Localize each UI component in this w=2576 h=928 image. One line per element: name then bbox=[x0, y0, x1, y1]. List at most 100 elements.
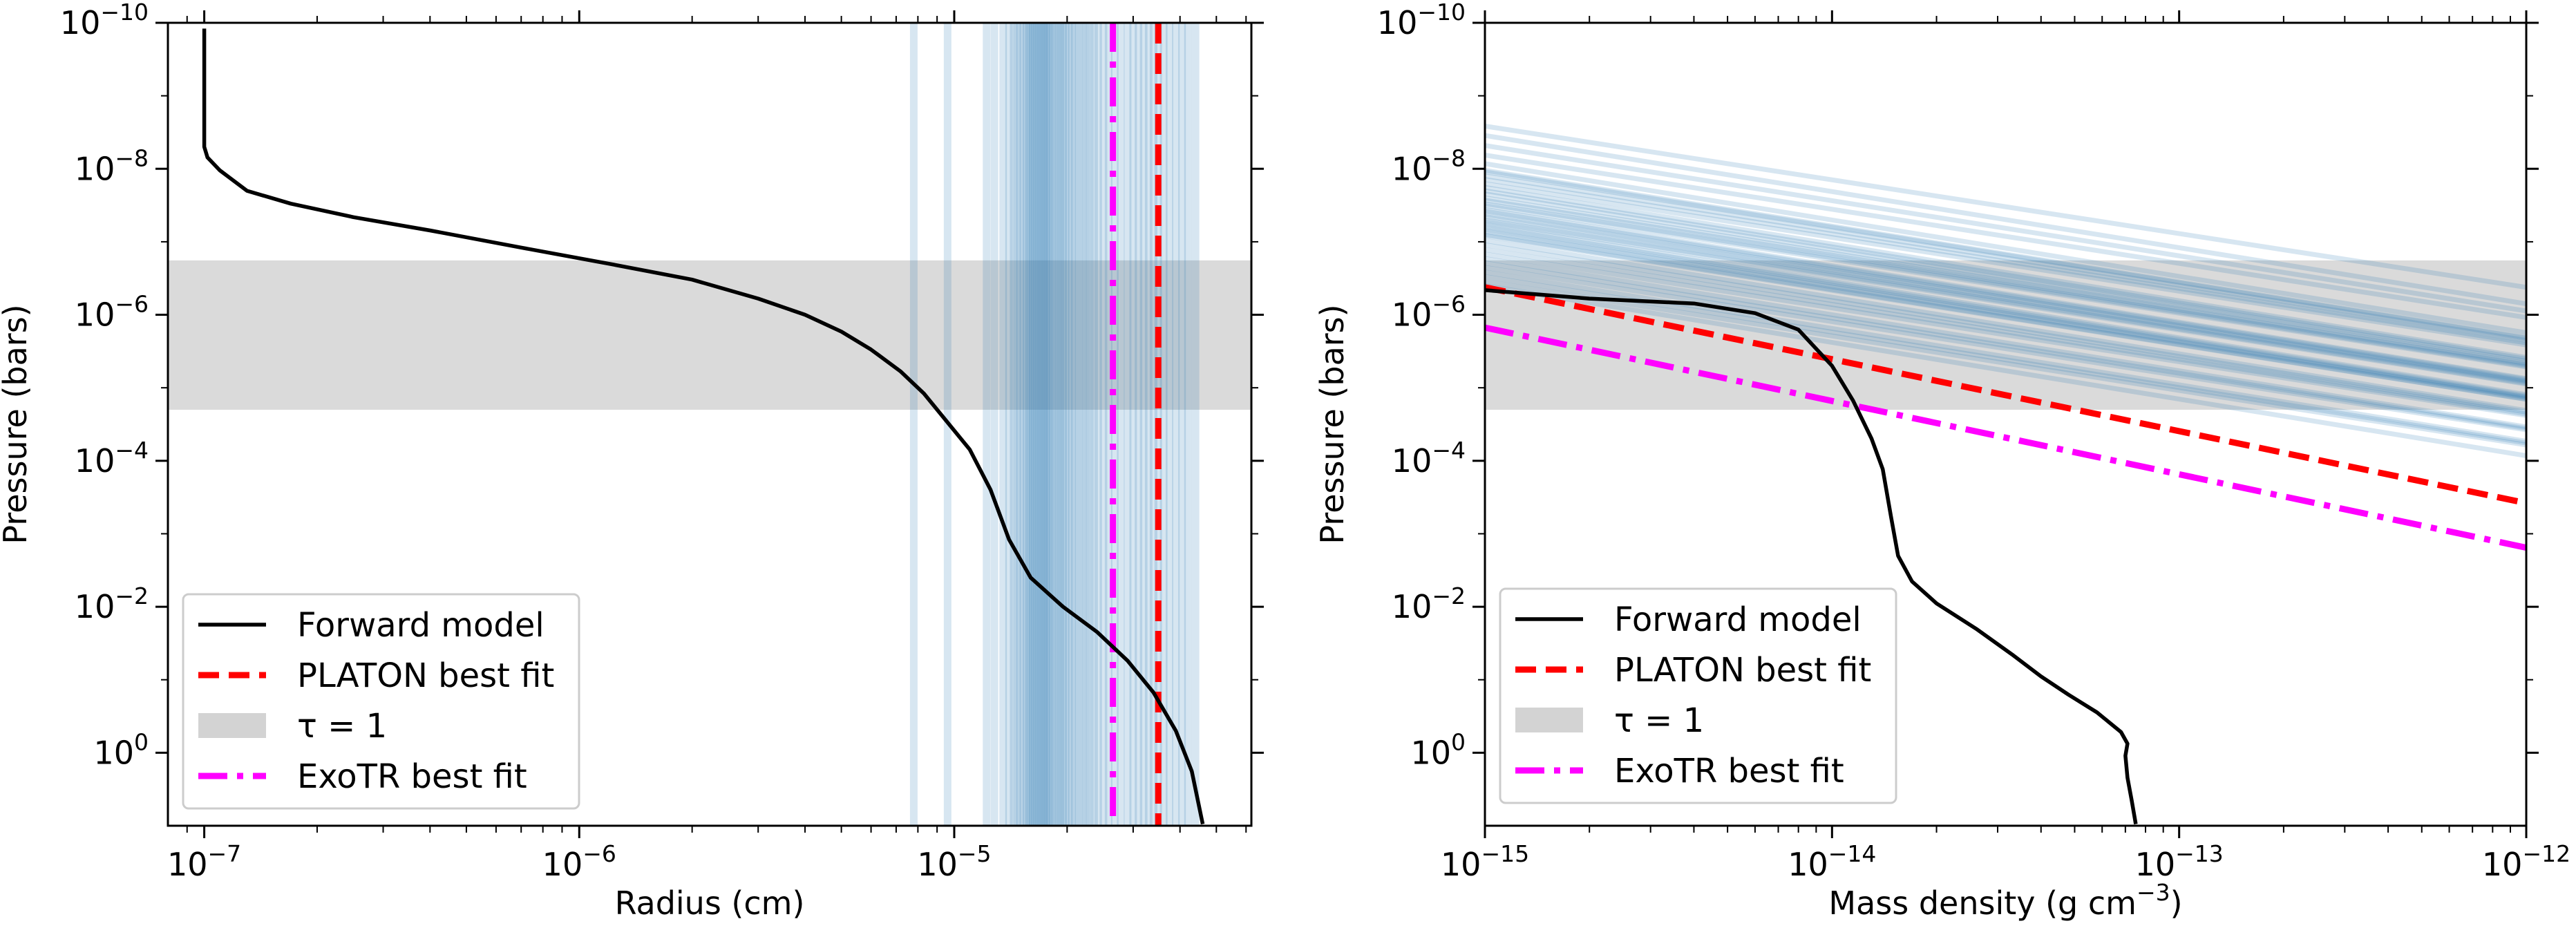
posterior-sample-line bbox=[1485, 261, 2526, 431]
posterior-sample-line bbox=[1485, 217, 2526, 386]
y-tick-label: 10−6 bbox=[75, 291, 149, 334]
posterior-sample-line bbox=[1485, 229, 2526, 401]
posterior-sample-line bbox=[1485, 238, 2526, 413]
legend-label-tau: τ = 1 bbox=[1614, 701, 1704, 740]
posterior-sample-line bbox=[1485, 247, 2526, 417]
posterior-sample-line bbox=[1485, 177, 2526, 345]
posterior-sample-line bbox=[1485, 168, 2526, 341]
posterior-sample-line bbox=[1485, 181, 2526, 348]
posterior-sample-line bbox=[1485, 242, 2526, 415]
posterior-sample-line bbox=[1485, 198, 2526, 368]
y-tick-label: 10−10 bbox=[1377, 0, 1466, 41]
y-tick-base: 10 bbox=[1410, 734, 1451, 771]
y-tick-label: 10−4 bbox=[75, 437, 149, 480]
posterior-sample-line bbox=[1485, 124, 2526, 290]
posterior-sample-line bbox=[1485, 227, 2526, 399]
y-tick-base: 10 bbox=[75, 150, 115, 187]
posterior-sample-line bbox=[1485, 256, 2526, 430]
x-tick-exponent: −14 bbox=[1828, 840, 1877, 867]
y-tick-exponent: −4 bbox=[115, 437, 149, 464]
y-axis-label: Pressure (bars) bbox=[1314, 304, 1351, 544]
legend-handle-tau bbox=[198, 713, 266, 738]
y-tick-label: 10−2 bbox=[1392, 583, 1466, 625]
legend-handle-tau bbox=[1515, 708, 1583, 732]
y-tick-base: 10 bbox=[60, 4, 101, 41]
x-axis-label: Mass density (g cm−3) bbox=[1828, 879, 2182, 922]
legend-label-platon: PLATON best fit bbox=[297, 656, 554, 695]
x-tick-exponent: −13 bbox=[2175, 840, 2224, 867]
y-tick-exponent: −2 bbox=[115, 583, 149, 609]
x-axis-label-exponent: −3 bbox=[2137, 879, 2170, 906]
y-tick-base: 10 bbox=[93, 734, 134, 771]
forward-model-curve bbox=[1485, 288, 2138, 825]
y-tick-exponent: 0 bbox=[1451, 728, 1466, 755]
x-tick-exponent: −15 bbox=[1481, 840, 1529, 867]
exotr-best-fit-line bbox=[1485, 324, 2526, 551]
x-axis-label: Radius (cm) bbox=[615, 884, 805, 922]
y-tick-base: 10 bbox=[1392, 150, 1432, 187]
posterior-sample-line bbox=[1485, 214, 2526, 385]
y-tick-label: 10−10 bbox=[60, 0, 149, 41]
y-tick-label: 100 bbox=[93, 728, 149, 771]
x-tick-label: 10−6 bbox=[542, 840, 616, 883]
x-tick-base: 10 bbox=[167, 846, 208, 883]
y-tick-exponent: −6 bbox=[115, 291, 149, 318]
right-plot-area bbox=[1485, 124, 2526, 825]
x-tick-exponent: −7 bbox=[208, 840, 242, 867]
posterior-sample-line bbox=[1485, 143, 2526, 314]
x-tick-label: 10−13 bbox=[2135, 840, 2224, 883]
posterior-sample-line bbox=[1485, 191, 2526, 364]
legend-label-tau: τ = 1 bbox=[297, 707, 387, 746]
legend-box bbox=[182, 593, 580, 810]
legend-label-forward: Forward model bbox=[1614, 600, 1862, 639]
legend-label-exotr: ExoTR best fit bbox=[297, 757, 527, 796]
legend-label-exotr: ExoTR best fit bbox=[1614, 752, 1844, 790]
y-tick-label: 10−8 bbox=[1392, 144, 1466, 187]
x-tick-base: 10 bbox=[542, 846, 583, 883]
y-tick-label: 100 bbox=[1410, 728, 1466, 771]
left-panel: 10−7 10−6 10−510−1010−810−610−410−2100Radi… bbox=[0, 0, 1264, 922]
posterior-sample-line bbox=[1485, 278, 2526, 448]
x-tick-label: 10−15 bbox=[1441, 840, 1529, 883]
legend: Forward model PLATON best fit τ = 1 ExoTR b… bbox=[1499, 587, 1897, 804]
posterior-sample-line bbox=[1485, 201, 2526, 369]
x-tick-label: 10−5 bbox=[917, 840, 991, 883]
y-axis-label: Pressure (bars) bbox=[0, 304, 34, 544]
posterior-sample-line bbox=[1485, 195, 2526, 366]
y-tick-exponent: 0 bbox=[134, 728, 149, 755]
legend-box bbox=[1499, 587, 1897, 804]
posterior-sample-line bbox=[1485, 219, 2526, 387]
posterior-sample-line bbox=[1485, 265, 2526, 433]
x-tick-base: 10 bbox=[917, 846, 958, 883]
platon-best-fit-line bbox=[1485, 284, 2526, 506]
y-tick-exponent: −4 bbox=[1432, 437, 1466, 464]
forward-model-curve bbox=[202, 28, 1205, 825]
y-tick-base: 10 bbox=[1392, 442, 1432, 480]
posterior-sample-line bbox=[1485, 169, 2526, 341]
right-axes-frame bbox=[1484, 21, 2528, 827]
posterior-sample-line bbox=[1485, 274, 2526, 446]
posterior-sample-line bbox=[1485, 173, 2526, 343]
posterior-sample-line bbox=[1485, 207, 2526, 381]
posterior-sample-line bbox=[1485, 184, 2526, 360]
posterior-sample-line bbox=[1485, 222, 2526, 397]
legend: Forward model PLATON best fit τ = 1 ExoTR b… bbox=[182, 593, 580, 810]
x-tick-label: 10−14 bbox=[1788, 840, 1876, 883]
posterior-sample-line bbox=[1485, 232, 2526, 402]
y-tick-exponent: −2 bbox=[1432, 583, 1466, 609]
posterior-sample-line bbox=[1485, 153, 2526, 320]
y-tick-base: 10 bbox=[1377, 4, 1418, 41]
x-tick-base: 10 bbox=[1788, 846, 1828, 883]
y-tick-label: 10−2 bbox=[75, 583, 149, 625]
left-plot-area bbox=[168, 23, 1251, 826]
y-tick-label: 10−8 bbox=[75, 144, 149, 187]
legend-label-forward: Forward model bbox=[297, 606, 544, 645]
posterior-sample-line bbox=[1485, 233, 2526, 402]
x-tick-base: 10 bbox=[2135, 846, 2176, 883]
y-tick-exponent: −8 bbox=[1432, 144, 1466, 171]
x-tick-exponent: −6 bbox=[583, 840, 616, 867]
x-tick-base: 10 bbox=[2482, 846, 2523, 883]
posterior-sample-line bbox=[1485, 188, 2526, 362]
tau-band bbox=[1485, 260, 2526, 410]
